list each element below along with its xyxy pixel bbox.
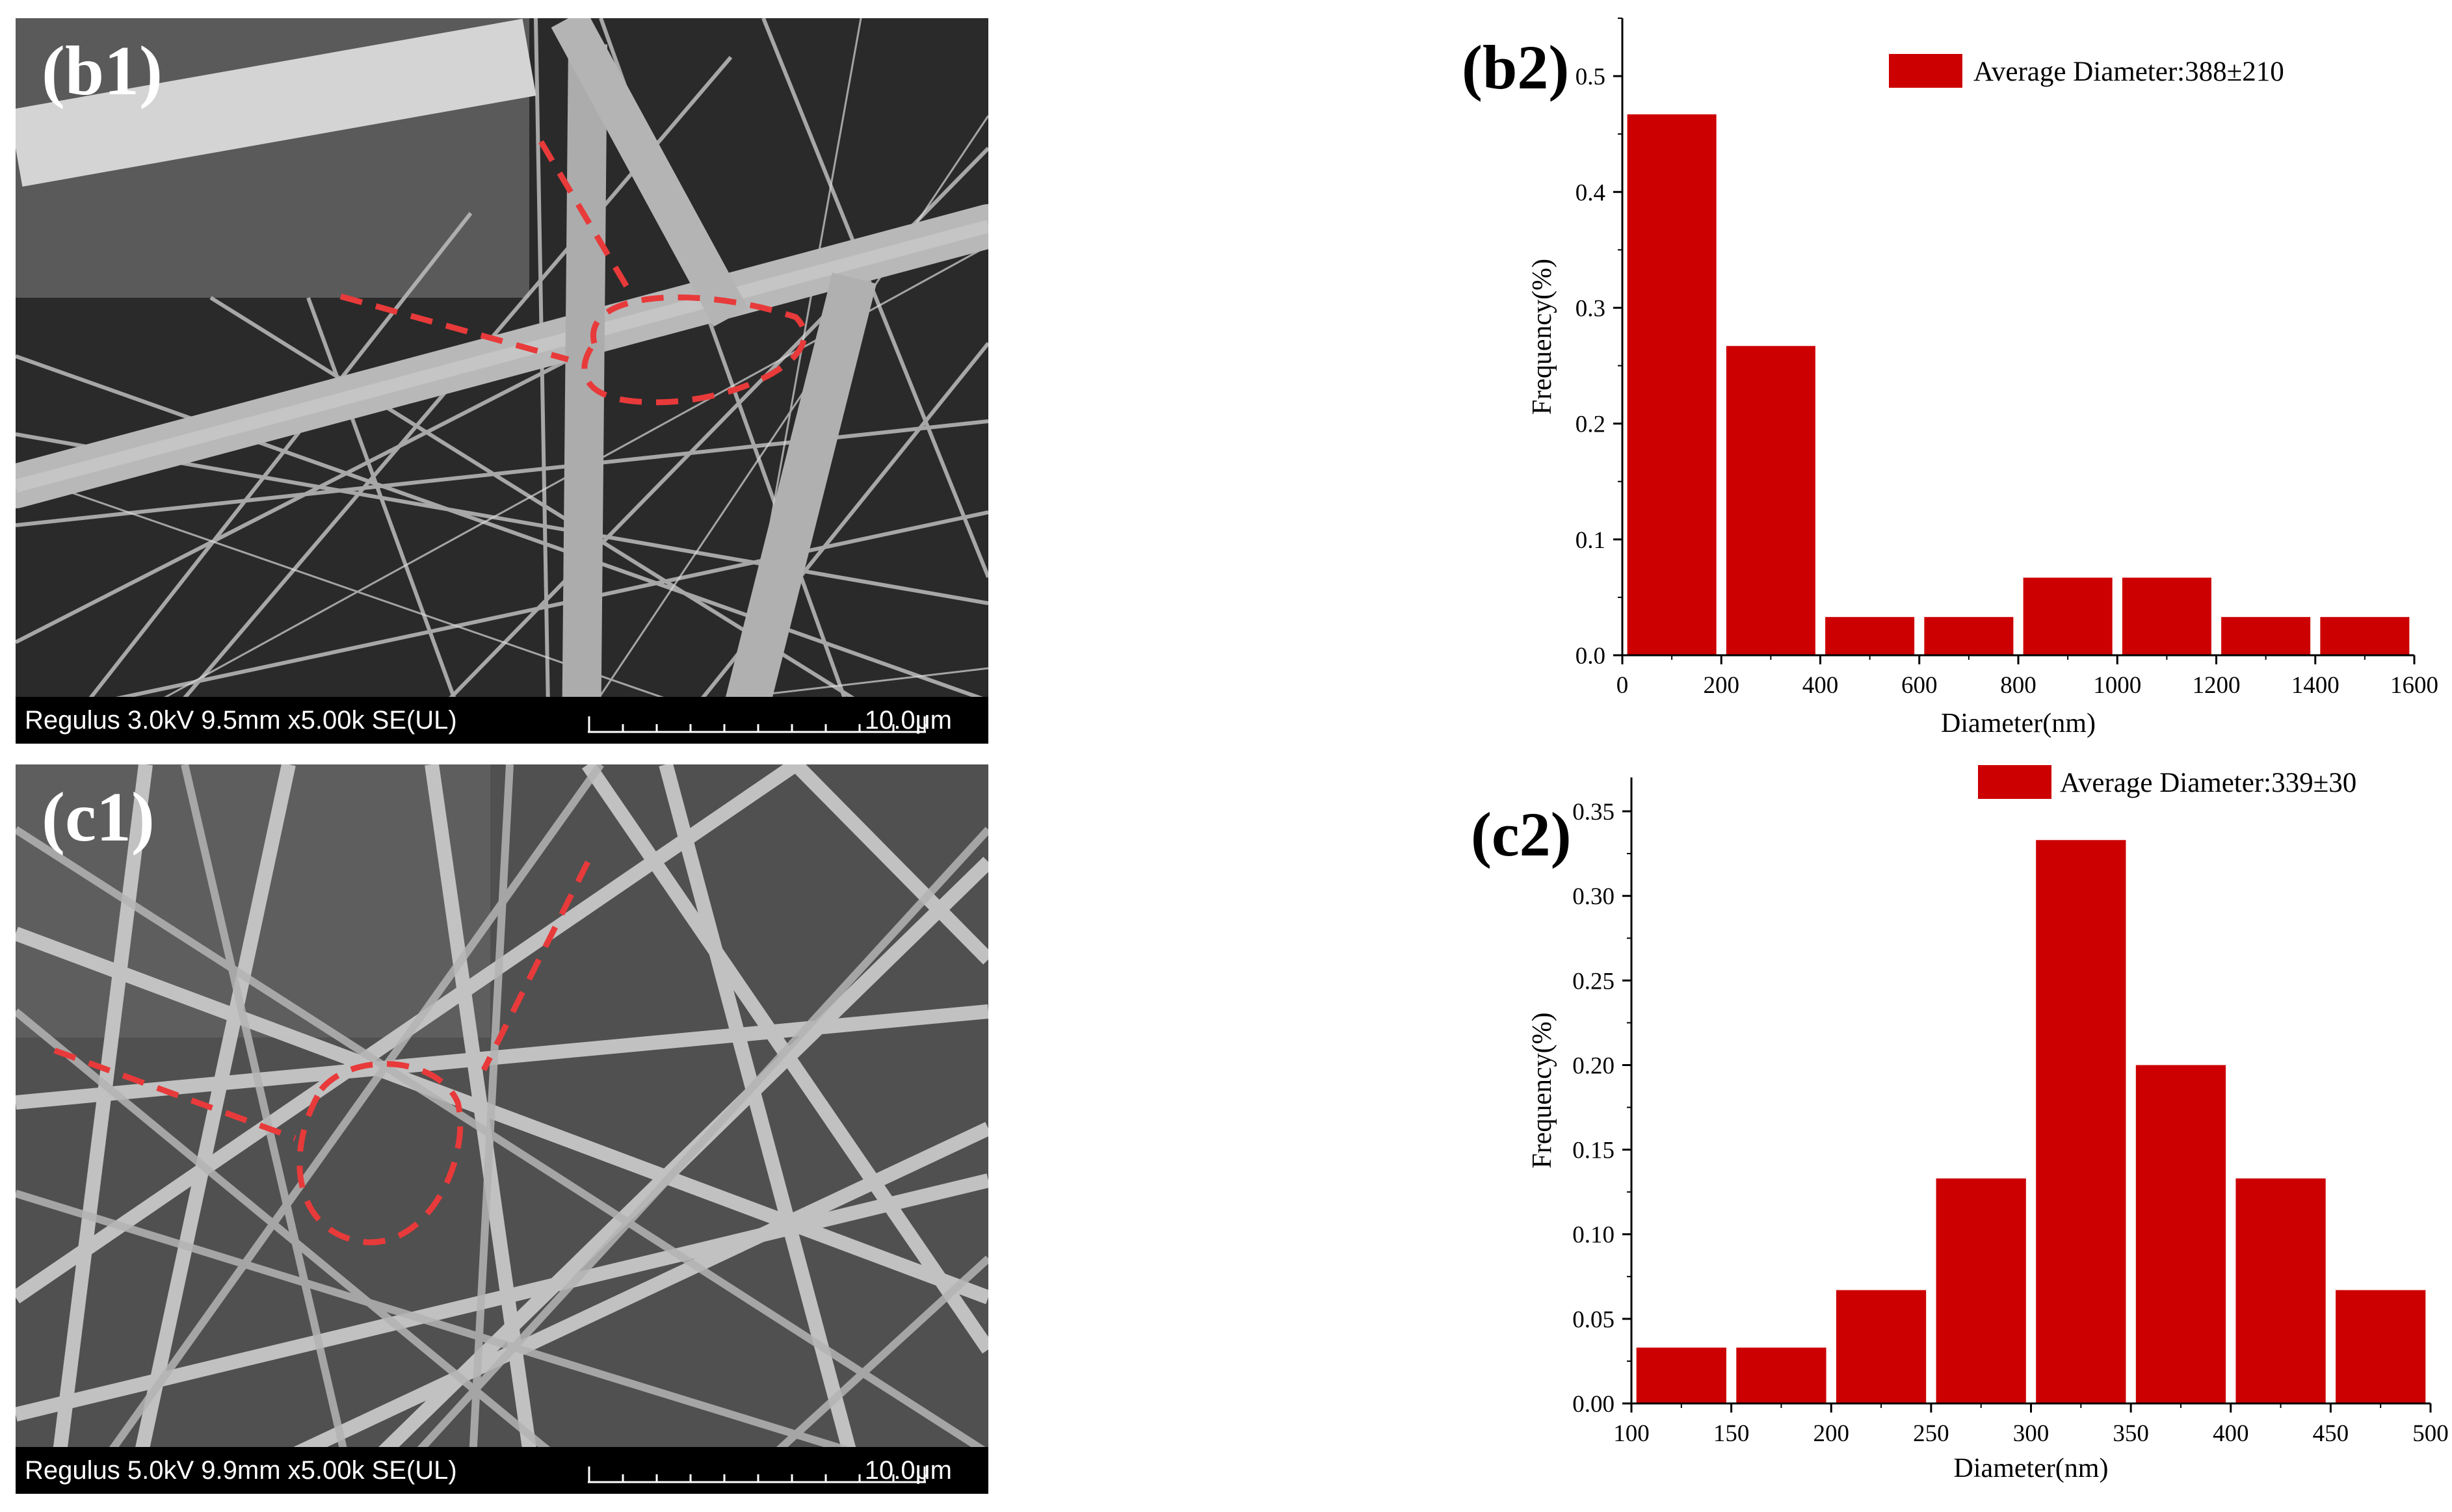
b2-bar: [1924, 617, 2014, 655]
sem-caption-c1: Regulus 5.0kV 9.9mm x5.00k SE(UL): [25, 1456, 457, 1485]
b2-bar: [1825, 617, 1915, 655]
panel-label-b1: (b1): [42, 33, 163, 110]
sem-scale-b1: 10.0μm: [864, 706, 952, 735]
c2-bar: [2036, 840, 2126, 1403]
c2-x-tick-label: 400: [2213, 1420, 2249, 1447]
b2-x-tick-label: 400: [1802, 672, 1839, 699]
b2-y-tick-label: 0.3: [1575, 295, 1605, 322]
scale-bar-c1: [588, 1466, 926, 1483]
c2-y-tick-label: 0.10: [1572, 1222, 1615, 1249]
sem-info-bar-c1: Regulus 5.0kV 9.9mm x5.00k SE(UL) 10.0μm: [16, 1447, 988, 1494]
b2-bar: [2320, 617, 2410, 655]
b2-x-axis-label: Diameter(nm): [1941, 709, 2096, 738]
c2-y-tick-label: 0.00: [1572, 1391, 1615, 1418]
b2-y-tick-label: 0.0: [1575, 643, 1605, 670]
b2-x-tick-label: 1000: [2093, 672, 2141, 699]
sem-image-c1: (c1) Regulus 5.0kV 9.9mm x5.00k SE(UL) 1…: [16, 764, 988, 1494]
b2-bar: [2122, 577, 2211, 655]
c2-y-tick-label: 0.30: [1572, 883, 1615, 910]
b2-y-tick-label: 0.2: [1575, 411, 1605, 438]
c2-bar: [2336, 1290, 2426, 1403]
sem-scale-c1: 10.0μm: [864, 1456, 952, 1485]
c2-x-tick-label: 500: [2412, 1420, 2449, 1447]
c2-x-tick-label: 150: [1713, 1420, 1750, 1447]
c2-legend-label: Average Diameter:339±30: [2060, 768, 2356, 798]
scale-bar-b1: [588, 716, 926, 733]
panel-label-c1: (c1): [42, 779, 155, 856]
b2-x-tick-label: 800: [2000, 672, 2037, 699]
c2-bar: [1736, 1348, 1826, 1403]
c2-y-tick-label: 0.05: [1572, 1307, 1615, 1333]
b2-y-tick-label: 0.4: [1575, 179, 1605, 206]
b2-bar: [1627, 114, 1717, 655]
b2-x-tick-label: 0: [1616, 672, 1629, 699]
c2-x-tick-label: 300: [2013, 1420, 2050, 1447]
b2-x-tick-label: 1600: [2390, 672, 2438, 699]
b2-bar: [1726, 346, 1815, 655]
sem-info-bar-b1: Regulus 3.0kV 9.5mm x5.00k SE(UL) 10.0μm: [16, 697, 988, 744]
b2-bar: [2221, 617, 2311, 655]
b2-x-tick-label: 600: [1901, 672, 1938, 699]
fiber-network-b1: [16, 18, 988, 744]
b2-y-tick-label: 0.1: [1575, 527, 1605, 554]
c2-y-tick-label: 0.25: [1572, 968, 1615, 995]
c2-x-tick-label: 350: [2113, 1420, 2149, 1447]
b2-x-tick-label: 200: [1704, 672, 1740, 699]
c2-y-tick-label: 0.15: [1572, 1138, 1615, 1164]
sem-caption-b1: Regulus 3.0kV 9.5mm x5.00k SE(UL): [25, 706, 457, 735]
c2-bar: [1636, 1348, 1726, 1403]
b2-x-tick-label: 1200: [2193, 672, 2241, 699]
sem-image-b1: (b1) Regulus 3.0kV 9.5mm x5.00k SE(UL) 1…: [16, 18, 988, 744]
b2-panel-label: (b2): [1462, 33, 1569, 102]
b2-x-tick-label: 1400: [2291, 672, 2340, 699]
b2-y-axis-label: Frequency(%): [1527, 259, 1557, 415]
c2-bar: [1836, 1290, 1927, 1403]
c2-x-tick-label: 450: [2313, 1420, 2349, 1447]
c2-bar: [2135, 1065, 2226, 1403]
b2-bar: [2023, 577, 2113, 655]
c2-legend-swatch: [1978, 765, 2051, 799]
c2-bar: [1936, 1178, 2026, 1403]
b2-y-tick-label: 0.5: [1575, 64, 1605, 90]
c2-panel-label: (c2): [1471, 800, 1572, 869]
c2-bar: [2235, 1178, 2326, 1403]
c2-y-axis-label: Frequency(%): [1527, 1012, 1557, 1168]
c2-y-tick-label: 0.20: [1572, 1052, 1615, 1079]
c2-x-tick-label: 200: [1813, 1420, 1850, 1447]
c2-x-tick-label: 250: [1913, 1420, 1949, 1447]
c2-x-tick-label: 100: [1613, 1420, 1650, 1447]
c2-x-axis-label: Diameter(nm): [1954, 1453, 2109, 1483]
fiber-network-c1: [16, 764, 988, 1494]
b2-legend-swatch: [1889, 54, 1962, 88]
b2-legend-label: Average Diameter:388±210: [1973, 57, 2284, 87]
c2-y-tick-label: 0.35: [1572, 799, 1615, 826]
